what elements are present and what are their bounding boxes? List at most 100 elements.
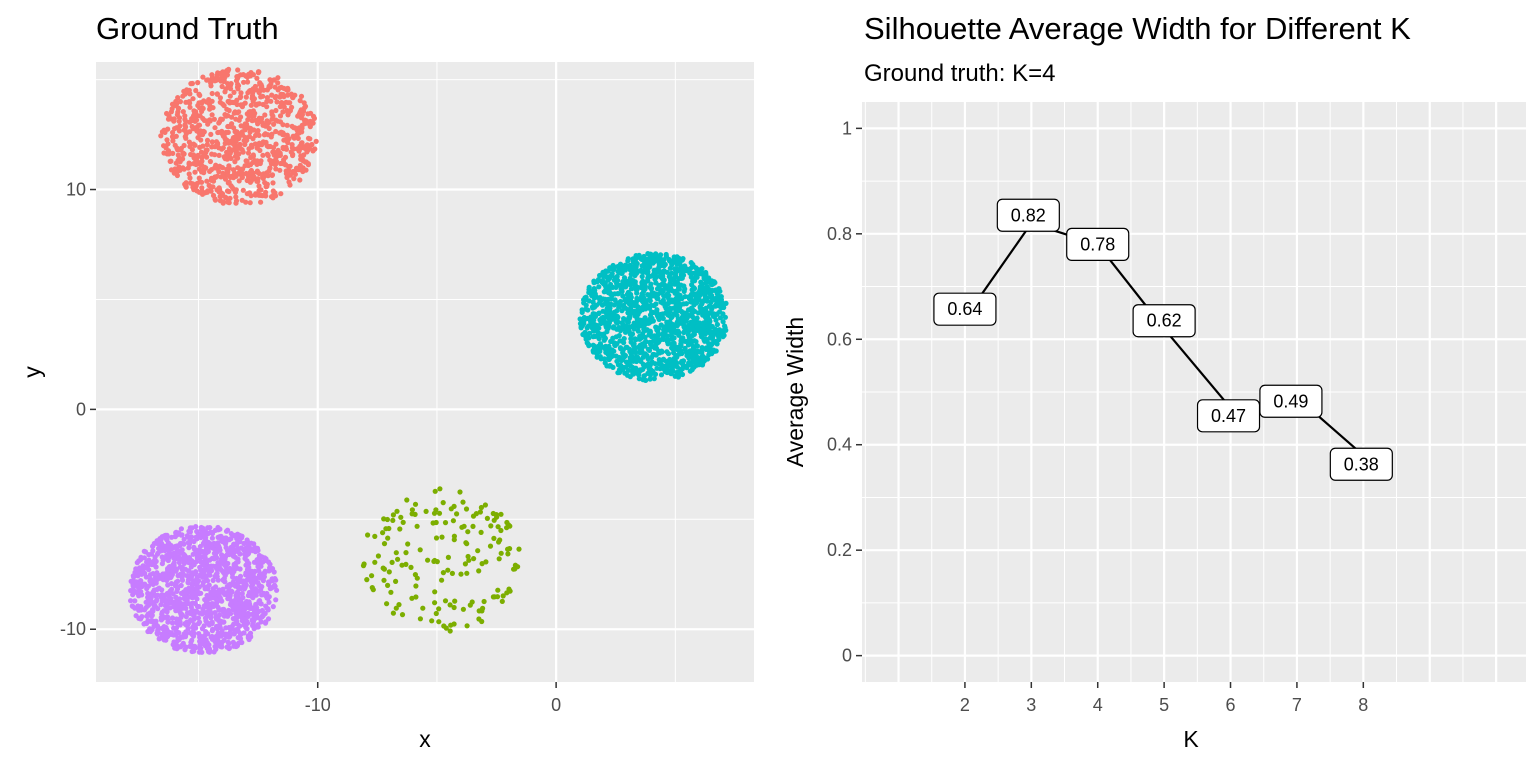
scatter-point-cluster-1 xyxy=(186,171,192,177)
scatter-point-cluster-1 xyxy=(238,132,245,138)
scatter-point-cluster-4 xyxy=(202,615,209,621)
scatter-point-cluster-3 xyxy=(595,343,601,350)
scatter-point-cluster-4 xyxy=(189,570,196,576)
scatter-point-cluster-3 xyxy=(648,286,654,292)
scatter-point-cluster-1 xyxy=(220,145,226,151)
scatter-point-cluster-2 xyxy=(393,578,399,585)
scatter-point-cluster-2 xyxy=(412,501,419,507)
data-label-box xyxy=(1132,304,1196,338)
scatter-point-cluster-2 xyxy=(414,523,420,529)
scatter-point-cluster-1 xyxy=(186,99,192,105)
data-label-text: 0.38 xyxy=(1344,454,1379,474)
scatter-point-cluster-4 xyxy=(205,548,211,555)
scatter-point-cluster-1 xyxy=(216,188,222,195)
scatter-point-cluster-4 xyxy=(165,557,171,564)
scatter-point-cluster-3 xyxy=(632,336,638,342)
scatter-point-cluster-3 xyxy=(669,341,675,347)
scatter-point-cluster-4 xyxy=(188,564,194,570)
scatter-point-cluster-3 xyxy=(583,302,589,308)
scatter-point-cluster-1 xyxy=(248,102,254,108)
scatter-point-cluster-1 xyxy=(250,94,256,100)
scatter-point-cluster-4 xyxy=(182,594,188,601)
scatter-point-cluster-4 xyxy=(203,630,209,636)
scatter-point-cluster-4 xyxy=(217,526,223,532)
data-label-box xyxy=(1259,384,1323,418)
scatter-point-cluster-4 xyxy=(148,594,154,600)
scatter-point-cluster-4 xyxy=(263,592,269,598)
scatter-point-cluster-2 xyxy=(397,526,403,532)
scatter-point-cluster-1 xyxy=(236,178,242,184)
scatter-point-cluster-1 xyxy=(229,184,235,190)
scatter-point-cluster-1 xyxy=(246,113,252,119)
scatter-point-cluster-4 xyxy=(185,540,191,546)
scatter-point-cluster-2 xyxy=(403,550,409,556)
scatter-point-cluster-4 xyxy=(159,561,165,567)
scatter-point-cluster-1 xyxy=(193,87,199,94)
scatter-point-cluster-3 xyxy=(661,277,667,283)
scatter-point-cluster-3 xyxy=(579,307,585,313)
scatter-point-cluster-1 xyxy=(264,151,270,157)
scatter-point-cluster-4 xyxy=(204,545,210,551)
scatter-point-cluster-4 xyxy=(159,609,165,615)
scatter-point-cluster-1 xyxy=(277,167,283,173)
scatter-point-cluster-1 xyxy=(252,158,258,164)
right-x-tick-label: 7 xyxy=(1292,695,1302,715)
scatter-point-cluster-4 xyxy=(250,548,256,554)
left-x-axis-title: x xyxy=(419,726,431,752)
scatter-point-cluster-1 xyxy=(307,118,313,124)
scatter-point-cluster-3 xyxy=(630,271,637,277)
scatter-point-cluster-3 xyxy=(617,355,623,361)
scatter-point-cluster-3 xyxy=(645,346,652,352)
scatter-point-cluster-1 xyxy=(278,129,284,135)
scatter-point-cluster-1 xyxy=(298,93,305,99)
scatter-point-cluster-2 xyxy=(449,570,455,577)
scatter-point-cluster-4 xyxy=(164,532,170,539)
scatter-point-cluster-2 xyxy=(381,541,388,547)
scatter-point-cluster-3 xyxy=(614,341,620,347)
scatter-point-cluster-1 xyxy=(221,103,227,109)
scatter-point-cluster-1 xyxy=(224,149,230,155)
scatter-point-cluster-3 xyxy=(710,281,716,287)
scatter-point-cluster-3 xyxy=(652,258,658,264)
scatter-point-cluster-1 xyxy=(269,92,275,98)
scatter-point-cluster-3 xyxy=(605,307,611,314)
scatter-point-cluster-3 xyxy=(685,307,692,313)
scatter-point-cluster-4 xyxy=(225,560,231,567)
scatter-point-cluster-2 xyxy=(463,540,469,546)
scatter-point-cluster-3 xyxy=(656,357,662,363)
scatter-point-cluster-4 xyxy=(183,629,189,635)
scatter-point-cluster-1 xyxy=(245,79,251,85)
scatter-point-cluster-1 xyxy=(247,73,253,79)
scatter-point-cluster-1 xyxy=(252,83,258,90)
scatter-point-cluster-1 xyxy=(208,131,214,137)
scatter-point-cluster-1 xyxy=(164,137,170,143)
scatter-point-cluster-3 xyxy=(647,273,654,279)
scatter-point-cluster-3 xyxy=(642,283,648,289)
scatter-point-cluster-4 xyxy=(171,565,177,571)
scatter-point-cluster-4 xyxy=(205,565,212,571)
scatter-point-cluster-2 xyxy=(413,594,419,600)
scatter-point-cluster-3 xyxy=(637,349,643,355)
scatter-point-cluster-3 xyxy=(616,325,622,331)
scatter-point-cluster-3 xyxy=(696,289,702,295)
scatter-point-cluster-3 xyxy=(706,303,713,309)
scatter-point-cluster-3 xyxy=(616,367,623,373)
scatter-point-cluster-4 xyxy=(178,582,184,589)
scatter-point-cluster-2 xyxy=(365,532,371,538)
scatter-point-cluster-3 xyxy=(639,273,645,280)
scatter-point-cluster-1 xyxy=(236,117,242,123)
scatter-point-cluster-4 xyxy=(159,572,166,579)
scatter-point-cluster-1 xyxy=(231,134,237,141)
scatter-point-cluster-4 xyxy=(234,643,240,649)
scatter-point-cluster-1 xyxy=(216,169,222,175)
scatter-point-cluster-3 xyxy=(611,264,617,270)
scatter-point-cluster-1 xyxy=(220,69,226,75)
right-x-tick-label: 3 xyxy=(1026,695,1036,715)
scatter-point-cluster-2 xyxy=(405,541,411,547)
scatter-point-cluster-1 xyxy=(280,160,286,167)
scatter-point-cluster-3 xyxy=(621,340,627,346)
scatter-point-cluster-1 xyxy=(239,147,245,153)
scatter-point-cluster-3 xyxy=(654,365,660,371)
left-y-axis-title: y xyxy=(19,366,45,378)
scatter-point-cluster-3 xyxy=(685,342,692,348)
